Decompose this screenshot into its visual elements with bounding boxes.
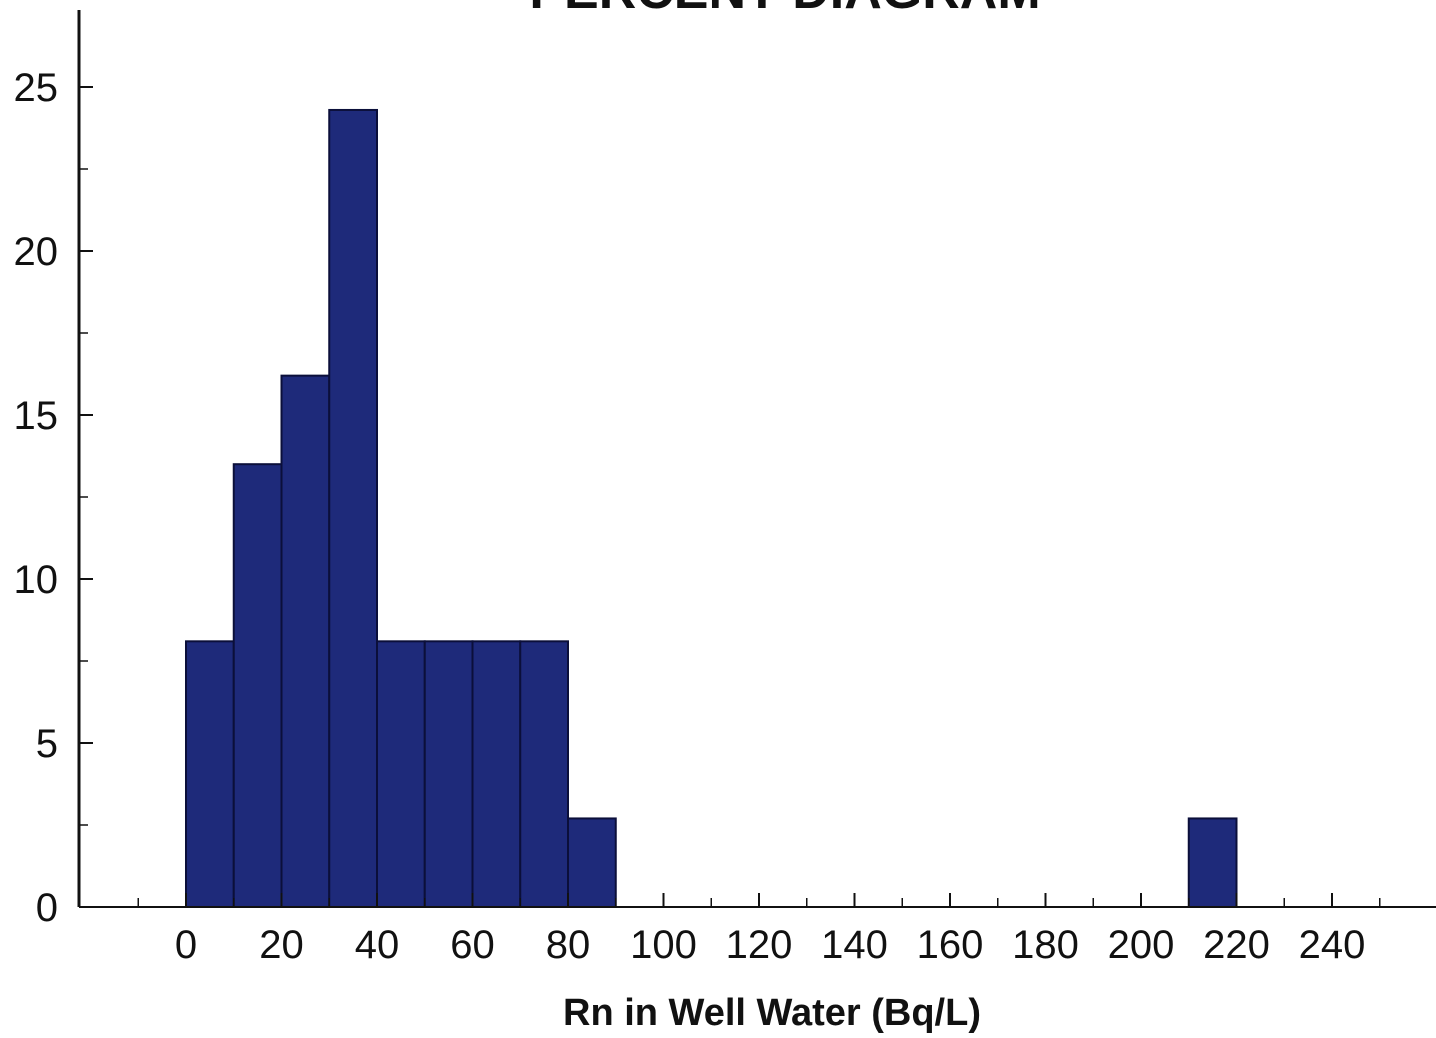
x-tick-label: 20 bbox=[259, 923, 304, 967]
histogram-bar bbox=[423, 640, 474, 908]
histogram-bar bbox=[185, 640, 235, 908]
y-tick-label: 20 bbox=[14, 230, 59, 274]
y-tick-label: 15 bbox=[14, 394, 59, 438]
x-tick-label: 120 bbox=[726, 923, 793, 967]
x-tick-label: 80 bbox=[546, 923, 591, 967]
histogram-bar bbox=[567, 817, 617, 908]
x-tick-label: 60 bbox=[450, 923, 495, 967]
x-tick-label: 0 bbox=[175, 923, 197, 967]
histogram-bar bbox=[232, 463, 283, 908]
x-axis-label: Rn in Well Water (Bq/L) bbox=[563, 992, 981, 1034]
x-tick-label: 200 bbox=[1108, 923, 1175, 967]
x-tick-label: 160 bbox=[917, 923, 984, 967]
histogram-bar bbox=[1187, 817, 1238, 908]
y-tick-label: 0 bbox=[36, 886, 58, 930]
y-tick-label: 25 bbox=[14, 66, 59, 110]
y-axis-ticks: 0 5 10 15 20 25 bbox=[14, 66, 93, 930]
histogram-bar bbox=[328, 108, 378, 908]
chart-title: PERCENT DIAGRAM bbox=[529, 0, 1040, 20]
histogram-bar bbox=[376, 640, 426, 908]
y-tick-label: 10 bbox=[14, 558, 59, 602]
x-tick-label: 180 bbox=[1012, 923, 1079, 967]
histogram-bar bbox=[280, 374, 331, 908]
x-axis-ticks: 0 20 40 60 80 100 120 140 160 180 200 220 240 bbox=[137, 893, 1381, 967]
histogram-bar bbox=[471, 640, 522, 908]
x-tick-label: 140 bbox=[821, 923, 888, 967]
histogram-bar bbox=[519, 640, 569, 908]
y-tick-label: 5 bbox=[36, 722, 58, 766]
x-tick-label: 220 bbox=[1203, 923, 1270, 967]
x-tick-label: 240 bbox=[1299, 923, 1366, 967]
x-tick-label: 100 bbox=[630, 923, 697, 967]
x-tick-label: 40 bbox=[355, 923, 400, 967]
bars-group bbox=[185, 108, 1238, 908]
